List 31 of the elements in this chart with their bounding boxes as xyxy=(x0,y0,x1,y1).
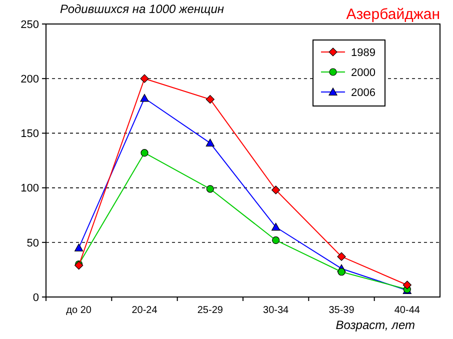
chart-title: Азербайджан xyxy=(346,6,440,23)
legend-label: 2006 xyxy=(351,86,376,99)
y-tick-label: 150 xyxy=(20,128,39,140)
point xyxy=(402,280,412,290)
point xyxy=(272,236,280,244)
point xyxy=(272,222,280,231)
point xyxy=(74,244,84,252)
point xyxy=(337,252,346,261)
point xyxy=(140,94,149,102)
y-axis-title: Родившихся на 1000 женщин xyxy=(60,2,224,16)
y-tick-label: 100 xyxy=(20,182,39,195)
legend-label: 1989 xyxy=(351,46,376,59)
y-tick-label: 50 xyxy=(26,237,39,250)
legend-label: 2000 xyxy=(351,66,376,79)
x-tick-label: 40-44 xyxy=(394,305,420,316)
x-axis-title: Возраст, лет xyxy=(336,318,415,332)
x-tick-label: 30-34 xyxy=(263,305,290,316)
y-tick-label: 250 xyxy=(20,18,39,31)
point xyxy=(140,74,149,83)
x-tick-label: до 20 xyxy=(66,305,92,316)
point xyxy=(206,185,214,193)
point xyxy=(272,186,280,194)
x-tick-label: 25-29 xyxy=(197,305,224,316)
point xyxy=(206,138,214,147)
point xyxy=(140,149,148,157)
point xyxy=(206,95,214,104)
x-tick-label: 35-39 xyxy=(328,305,355,316)
y-tick-label: 0 xyxy=(32,292,39,304)
point xyxy=(338,268,346,276)
x-tick-label: 20-24 xyxy=(132,305,158,316)
y-tick-label: 200 xyxy=(20,73,39,86)
